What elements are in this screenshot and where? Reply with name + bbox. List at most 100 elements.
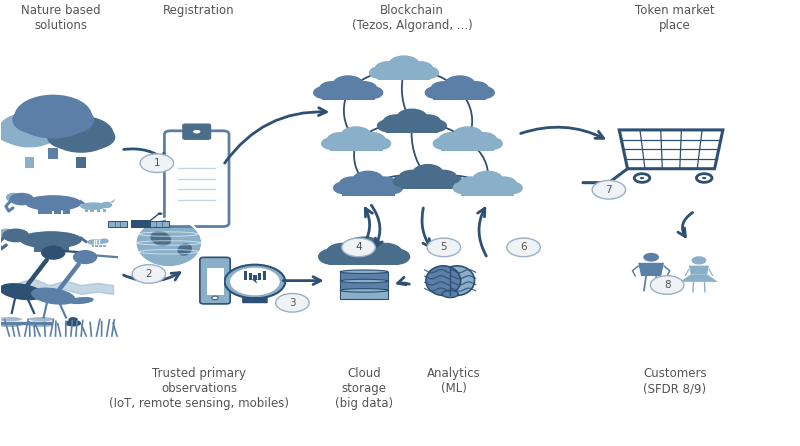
Ellipse shape xyxy=(66,321,80,326)
Text: 1: 1 xyxy=(154,158,160,168)
FancyBboxPatch shape xyxy=(340,281,388,290)
FancyBboxPatch shape xyxy=(99,245,102,247)
Circle shape xyxy=(362,87,382,98)
Ellipse shape xyxy=(0,323,22,327)
Ellipse shape xyxy=(29,317,54,321)
Text: Nature based
solutions: Nature based solutions xyxy=(22,4,101,32)
FancyBboxPatch shape xyxy=(330,139,382,151)
Ellipse shape xyxy=(3,229,29,242)
Circle shape xyxy=(359,133,385,147)
Circle shape xyxy=(370,138,390,149)
Ellipse shape xyxy=(10,194,33,205)
FancyBboxPatch shape xyxy=(62,209,70,214)
Circle shape xyxy=(158,212,162,215)
Circle shape xyxy=(442,175,462,187)
Ellipse shape xyxy=(150,231,171,246)
Circle shape xyxy=(426,87,446,98)
Circle shape xyxy=(383,115,409,129)
Circle shape xyxy=(50,116,113,152)
FancyBboxPatch shape xyxy=(54,209,61,214)
Ellipse shape xyxy=(0,317,22,321)
Circle shape xyxy=(44,106,94,134)
Ellipse shape xyxy=(440,266,474,295)
Ellipse shape xyxy=(21,232,81,248)
Circle shape xyxy=(691,256,706,264)
Circle shape xyxy=(482,138,502,149)
Circle shape xyxy=(371,177,397,191)
Circle shape xyxy=(426,120,446,132)
Circle shape xyxy=(439,133,464,147)
Circle shape xyxy=(62,130,100,151)
Circle shape xyxy=(375,62,401,76)
Ellipse shape xyxy=(81,203,106,209)
Circle shape xyxy=(73,125,114,149)
FancyBboxPatch shape xyxy=(206,268,223,295)
FancyBboxPatch shape xyxy=(340,290,388,299)
Circle shape xyxy=(434,138,454,149)
Text: Customers
(SFDR 8/9): Customers (SFDR 8/9) xyxy=(643,367,707,395)
Circle shape xyxy=(445,76,474,93)
Circle shape xyxy=(702,177,706,179)
Ellipse shape xyxy=(26,196,81,210)
FancyBboxPatch shape xyxy=(378,68,430,80)
Circle shape xyxy=(0,121,37,144)
Circle shape xyxy=(352,82,377,96)
FancyBboxPatch shape xyxy=(78,137,84,147)
Text: Trusted primary
observations
(IoT, remote sensing, mobiles): Trusted primary observations (IoT, remot… xyxy=(109,367,289,410)
FancyBboxPatch shape xyxy=(434,88,486,100)
FancyBboxPatch shape xyxy=(249,273,252,280)
Polygon shape xyxy=(252,274,258,284)
Circle shape xyxy=(319,82,345,96)
Circle shape xyxy=(502,182,522,194)
Text: 3: 3 xyxy=(289,298,296,308)
Circle shape xyxy=(334,76,363,93)
FancyBboxPatch shape xyxy=(442,139,494,151)
Circle shape xyxy=(140,154,174,173)
Polygon shape xyxy=(689,266,709,274)
FancyBboxPatch shape xyxy=(50,120,57,132)
FancyBboxPatch shape xyxy=(38,209,46,214)
Text: Cloud
storage
(big data): Cloud storage (big data) xyxy=(335,367,393,410)
Text: 2: 2 xyxy=(146,269,152,279)
Ellipse shape xyxy=(29,323,54,327)
Circle shape xyxy=(382,249,410,264)
Circle shape xyxy=(192,129,202,134)
FancyBboxPatch shape xyxy=(402,177,454,189)
Polygon shape xyxy=(680,274,718,282)
Circle shape xyxy=(132,264,166,283)
Polygon shape xyxy=(110,199,115,202)
FancyBboxPatch shape xyxy=(49,148,58,159)
FancyBboxPatch shape xyxy=(34,246,42,252)
Circle shape xyxy=(74,251,97,264)
FancyBboxPatch shape xyxy=(183,124,210,139)
Circle shape xyxy=(592,181,626,199)
Circle shape xyxy=(314,87,334,98)
Ellipse shape xyxy=(340,270,388,273)
Circle shape xyxy=(15,95,91,138)
Circle shape xyxy=(397,109,427,126)
Circle shape xyxy=(413,165,443,181)
Circle shape xyxy=(30,112,76,137)
FancyBboxPatch shape xyxy=(150,221,169,227)
Circle shape xyxy=(389,56,419,73)
Text: 6: 6 xyxy=(520,242,527,252)
FancyBboxPatch shape xyxy=(130,220,151,228)
FancyBboxPatch shape xyxy=(92,245,94,247)
Circle shape xyxy=(276,293,309,312)
Ellipse shape xyxy=(340,289,388,292)
Circle shape xyxy=(13,106,62,134)
Circle shape xyxy=(345,237,384,259)
Text: 5: 5 xyxy=(441,242,447,252)
FancyBboxPatch shape xyxy=(165,131,229,227)
Circle shape xyxy=(225,264,285,298)
Ellipse shape xyxy=(88,240,103,244)
FancyBboxPatch shape xyxy=(254,274,257,280)
Circle shape xyxy=(230,268,280,295)
Circle shape xyxy=(394,175,414,187)
Circle shape xyxy=(342,127,371,144)
FancyBboxPatch shape xyxy=(103,245,106,247)
Ellipse shape xyxy=(178,244,192,256)
Circle shape xyxy=(318,249,346,264)
Ellipse shape xyxy=(102,202,111,207)
Circle shape xyxy=(212,296,218,300)
